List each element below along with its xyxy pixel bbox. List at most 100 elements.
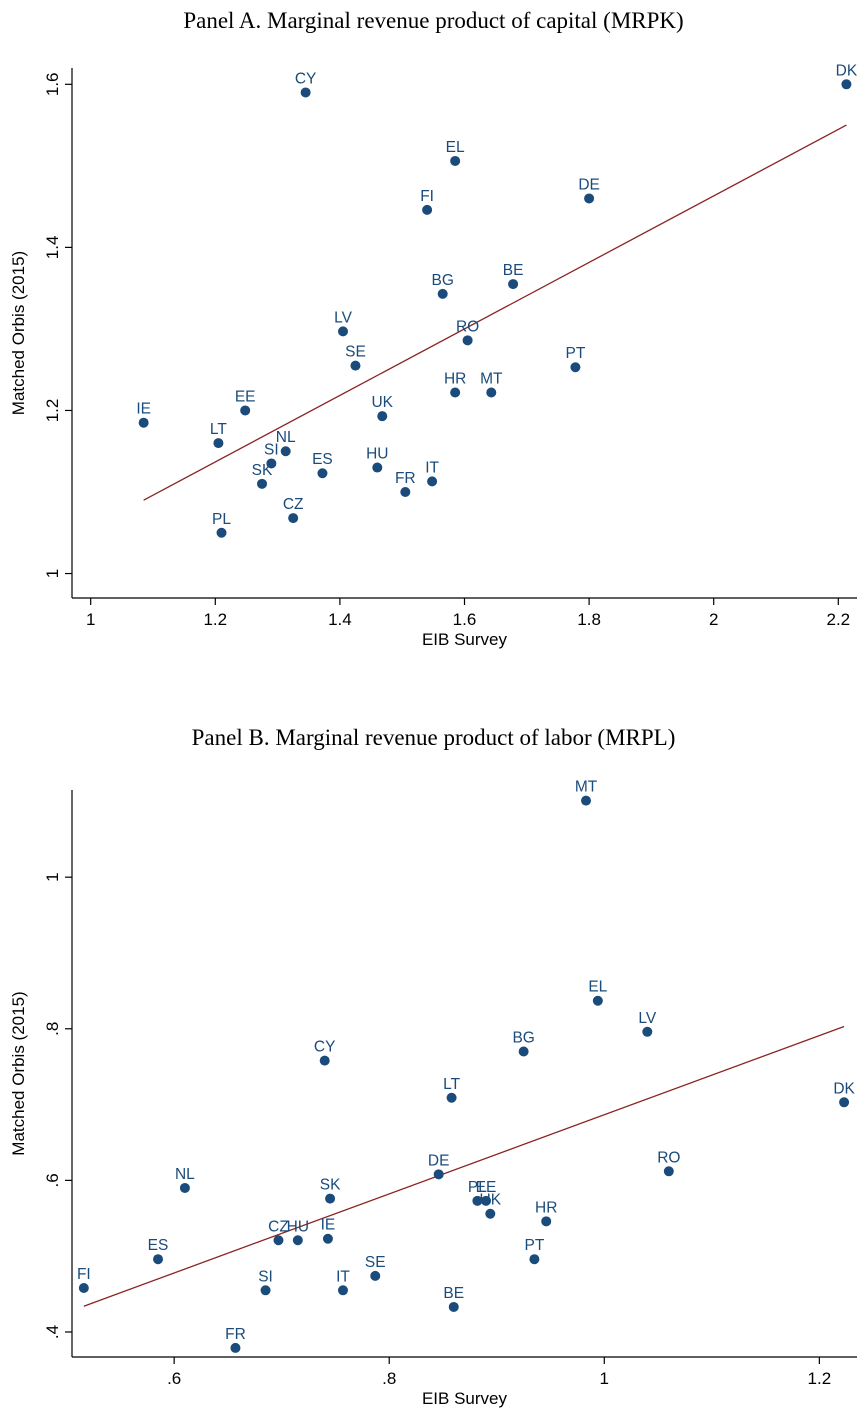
point-label-ie: IE (136, 401, 151, 418)
point-label-pl: PL (212, 511, 231, 528)
y-tick-label: .8 (43, 1022, 62, 1036)
data-point-hr (450, 387, 461, 398)
y-tick-label: .4 (43, 1325, 62, 1339)
point-label-cy: CY (295, 70, 317, 87)
point-label-ro: RO (456, 318, 479, 335)
point-label-cy: CY (314, 1039, 336, 1056)
data-point-pt (570, 362, 581, 373)
data-point-se (370, 1270, 381, 1281)
point-label-pl: PL (468, 1179, 487, 1196)
data-point-es (153, 1254, 164, 1265)
point-label-hu: HU (366, 446, 388, 463)
data-point-dk (839, 1097, 850, 1108)
point-label-es: ES (148, 1237, 169, 1254)
y-tick-label: 1.6 (43, 72, 62, 96)
data-point-lt (213, 438, 224, 449)
point-label-nl: NL (276, 429, 296, 446)
data-point-lt (446, 1092, 457, 1103)
point-label-fi: FI (420, 188, 434, 205)
point-label-be: BE (503, 262, 524, 279)
y-tick-label: 1 (43, 569, 62, 578)
data-point-be (448, 1301, 459, 1312)
data-point-ee (481, 1195, 492, 1206)
y-axis-title: Matched Orbis (2015) (9, 991, 28, 1155)
data-point-ro (462, 335, 473, 346)
point-label-hr: HR (535, 1199, 557, 1216)
data-point-nl (179, 1182, 190, 1193)
x-tick-label: 1.8 (577, 610, 601, 629)
x-tick-label: 1.4 (328, 610, 352, 629)
point-label-sk: SK (252, 462, 273, 479)
point-label-sk: SK (320, 1177, 341, 1194)
data-point-ie (138, 417, 149, 428)
data-point-ee (240, 405, 251, 416)
data-point-mt (486, 387, 497, 398)
data-point-fi (78, 1283, 89, 1294)
data-point-hu (372, 462, 383, 473)
point-label-fi: FI (77, 1266, 91, 1283)
point-label-be: BE (443, 1285, 464, 1302)
point-label-cz: CZ (268, 1218, 289, 1235)
point-label-de: DE (578, 176, 600, 193)
fit-line (83, 1025, 845, 1307)
point-label-lt: LT (443, 1076, 460, 1093)
fit-line (143, 124, 847, 501)
data-point-bg (437, 288, 448, 299)
data-point-pt (529, 1254, 540, 1265)
data-point-es (317, 468, 328, 479)
point-label-de: DE (428, 1152, 450, 1169)
x-tick-label: 2 (709, 610, 718, 629)
point-label-lt: LT (210, 421, 227, 438)
point-label-uk: UK (371, 394, 393, 411)
data-point-uk (377, 411, 388, 422)
point-label-it: IT (336, 1268, 350, 1285)
point-label-es: ES (312, 451, 333, 468)
data-point-ie (322, 1233, 333, 1244)
point-label-ro: RO (657, 1149, 680, 1166)
y-tick-label: 1.4 (43, 236, 62, 260)
point-label-el: EL (588, 979, 607, 996)
data-point-it (427, 476, 438, 487)
point-label-lv: LV (334, 309, 352, 326)
point-label-bg: BG (431, 272, 453, 289)
data-point-nl (280, 446, 291, 457)
data-point-pl (216, 527, 227, 538)
x-tick-label: 1.2 (808, 1369, 832, 1388)
point-label-hu: HU (287, 1218, 309, 1235)
point-label-si: SI (264, 441, 279, 458)
x-tick-label: 1.6 (453, 610, 477, 629)
x-axis-title: EIB Survey (422, 630, 508, 649)
data-point-hu (292, 1235, 303, 1246)
data-point-sk (257, 478, 268, 489)
data-point-fr (400, 487, 411, 497)
point-label-se: SE (345, 344, 366, 361)
point-label-ie: IE (321, 1217, 336, 1234)
data-point-be (508, 279, 519, 290)
data-point-bg (518, 1046, 529, 1057)
data-point-uk (485, 1208, 496, 1219)
point-label-el: EL (446, 139, 465, 156)
x-tick-label: 1 (86, 610, 95, 629)
point-label-dk: DK (833, 1080, 855, 1097)
point-label-cz: CZ (283, 496, 304, 513)
y-tick-label: 1 (43, 872, 62, 881)
y-axis-title: Matched Orbis (2015) (9, 251, 28, 415)
data-point-it (337, 1285, 348, 1296)
data-point-pl (472, 1195, 483, 1206)
point-label-lv: LV (638, 1010, 656, 1027)
data-point-sk (325, 1193, 336, 1204)
panel-a-title: Panel A. Marginal revenue product of cap… (183, 8, 684, 33)
panel-b-title: Panel B. Marginal revenue product of lab… (191, 725, 676, 750)
point-label-ee: EE (476, 1179, 497, 1196)
data-point-cy (300, 87, 311, 98)
x-tick-label: .6 (167, 1369, 181, 1388)
point-label-fr: FR (395, 470, 416, 487)
data-point-si (266, 458, 277, 469)
point-label-it: IT (425, 459, 439, 476)
point-label-pt: PT (524, 1237, 544, 1254)
panel-b-scatter-plot: .6 .8 1 1.2 .4 .6 .8 1 EIB Survey Matched Orbis (… (9, 779, 857, 1408)
point-label-fr: FR (225, 1326, 246, 1343)
x-tick-label: .8 (382, 1369, 396, 1388)
x-tick-label: 2.2 (826, 610, 850, 629)
